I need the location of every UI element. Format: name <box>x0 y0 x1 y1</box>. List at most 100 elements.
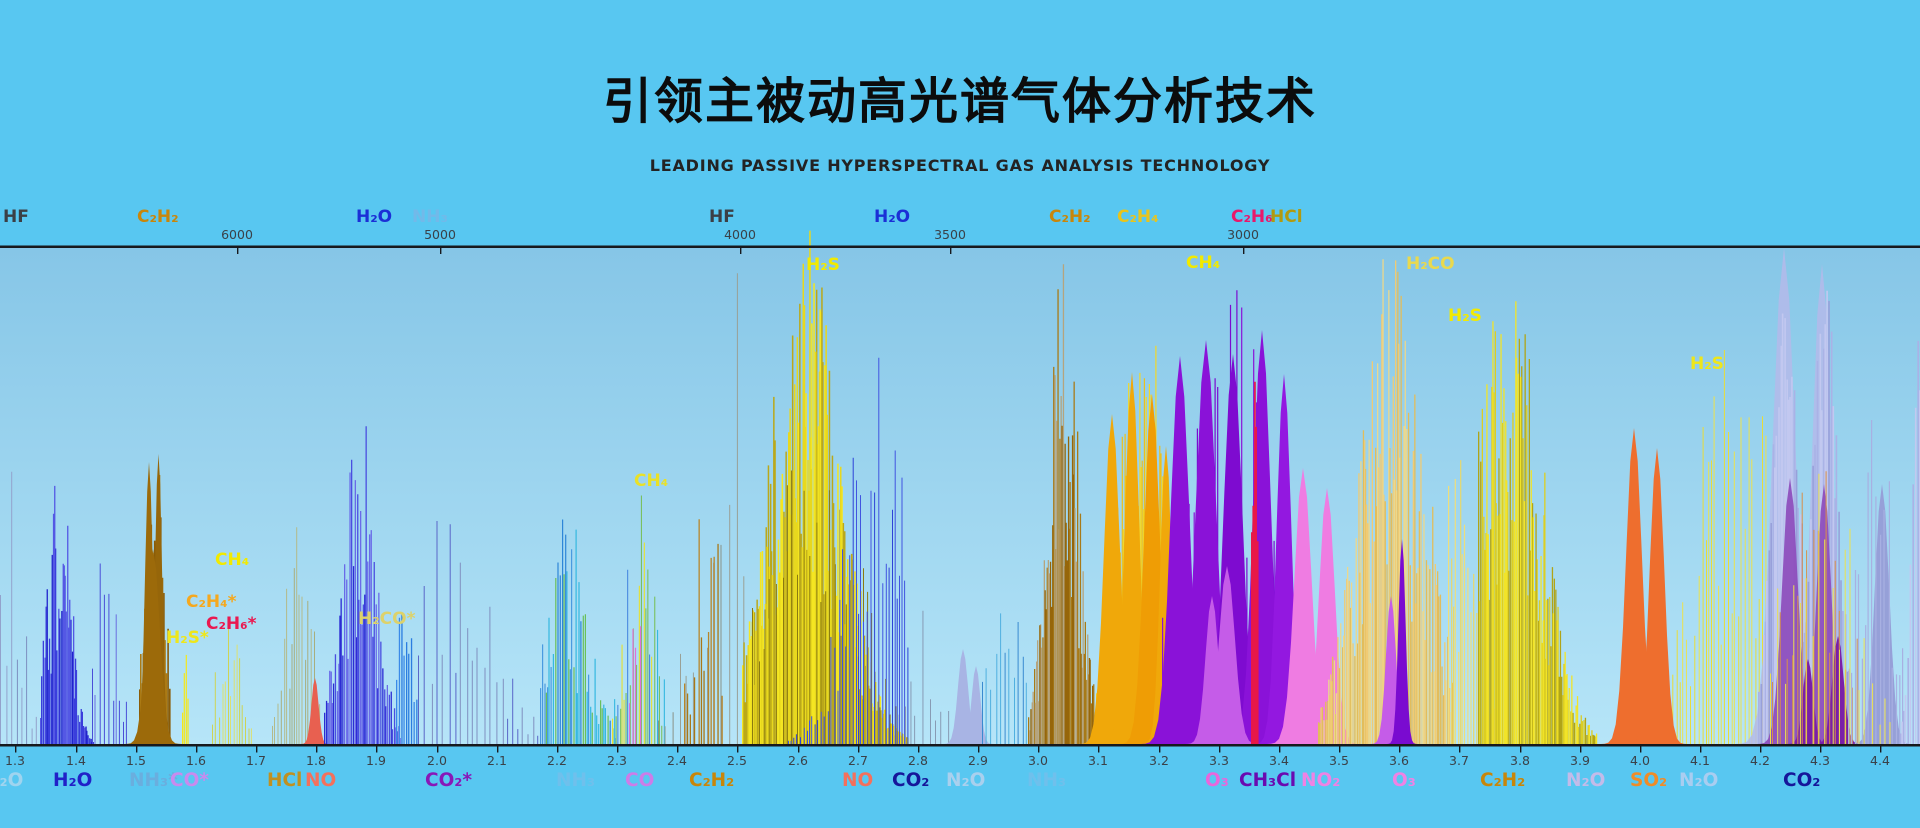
bottom-tick-label: 1.7 <box>246 753 266 768</box>
molecule-label-plot: CH₄ <box>1186 253 1220 273</box>
bottom-tick-label: 3.2 <box>1149 753 1169 768</box>
spectral-band <box>431 562 535 744</box>
molecule-label-bottom: HCl <box>267 770 302 791</box>
bottom-axis-tick <box>1279 746 1281 753</box>
spectral-band <box>1251 381 1259 744</box>
bottom-axis-tick <box>1219 746 1221 753</box>
bottom-tick-label: 1.8 <box>306 753 326 768</box>
spectral-lobe <box>1194 354 1272 744</box>
bottom-axis-tick <box>1520 746 1522 753</box>
bottom-tick-label: 2.3 <box>607 753 627 768</box>
page-subtitle: LEADING PASSIVE HYPERSPECTRAL GAS ANALYS… <box>649 156 1271 175</box>
spectral-band <box>92 563 127 744</box>
spectral-lobe <box>1226 330 1298 744</box>
spectral-lobe <box>1164 340 1248 744</box>
bottom-axis-tick <box>376 746 378 753</box>
spectral-lobe <box>1102 372 1162 744</box>
spectral-band <box>686 543 719 744</box>
molecule-label-bottom: CH₃Cl <box>1239 770 1296 791</box>
bottom-axis-tick <box>1760 746 1762 753</box>
spectral-band <box>612 542 653 744</box>
spectral-band <box>1772 471 1858 744</box>
bottom-axis-tick <box>1038 746 1040 753</box>
top-tick-label: 6000 <box>221 227 253 242</box>
bottom-axis-tick <box>497 746 499 753</box>
bottom-axis-tick <box>798 746 800 753</box>
molecule-label-bottom: NH₃ <box>556 770 595 791</box>
spectral-band <box>1901 390 1920 744</box>
bottom-tick-label: 3.9 <box>1570 753 1590 768</box>
bottom-tick-label: 3.1 <box>1088 753 1108 768</box>
top-tick-label: 4000 <box>724 227 756 242</box>
bottom-tick-label: 3.5 <box>1329 753 1349 768</box>
bottom-axis-tick <box>76 746 78 753</box>
spectral-lobe <box>1794 484 1854 744</box>
spectral-lobe <box>1294 488 1360 744</box>
molecule-label-bottom: NO <box>842 770 873 791</box>
bottom-tick-label: 3.3 <box>1209 753 1229 768</box>
plot-area <box>0 248 1920 744</box>
spectral-band <box>396 617 415 744</box>
molecule-label-bottom: CO₂ <box>1783 770 1820 791</box>
bottom-tick-label: 4.2 <box>1750 753 1770 768</box>
bottom-axis-tick <box>1339 746 1341 753</box>
spectral-band <box>41 548 94 744</box>
molecule-label-bottom: N₂O <box>946 770 985 791</box>
molecule-label-plot: CH₄ <box>634 471 668 491</box>
top-tick-label: 5000 <box>424 227 456 242</box>
bottom-tick-label: 4.1 <box>1690 753 1710 768</box>
bottom-axis-tick <box>1459 746 1461 753</box>
bottom-tick-label: 2.2 <box>547 753 567 768</box>
spectral-lobe <box>1185 596 1239 744</box>
molecule-label-bottom: N₂O <box>0 770 23 791</box>
bottom-tick-label: 4.3 <box>1810 753 1830 768</box>
spectral-band <box>1323 259 1453 744</box>
bottom-tick-label: 1.4 <box>66 753 86 768</box>
molecule-label-plot: CH₄ <box>215 550 249 570</box>
bottom-tick-label: 2.4 <box>667 753 687 768</box>
molecule-label-bottom: N₂O <box>1566 770 1605 791</box>
bottom-tick-label: 3.0 <box>1028 753 1048 768</box>
spectral-band <box>615 495 663 744</box>
page-title: 引领主被动高光谱气体分析技术 <box>602 73 1317 130</box>
spectral-lobe <box>1387 539 1417 744</box>
molecule-label-top: C₂H₄ <box>1117 207 1159 227</box>
plot-labels-layer: H₂S CH₄ H₂CO H₂S H₂S CH₄ CH₄ C₂H₄*C₂H₆*H₂S* H₂CO… <box>166 253 1724 648</box>
spectral-band <box>1478 334 1596 744</box>
spectral-lobe <box>1787 659 1829 744</box>
bottom-tick-label: 2.7 <box>848 753 868 768</box>
spectral-band <box>324 566 398 744</box>
spectral-band <box>212 624 250 744</box>
bottom-axis-tick <box>15 746 17 753</box>
molecule-label-plot: H₂S <box>806 255 840 275</box>
spectral-lobe <box>1079 414 1145 744</box>
spectral-lobe <box>1141 356 1219 744</box>
bottom-axis-tick <box>918 746 920 753</box>
bottom-tick-label: 2.1 <box>487 753 507 768</box>
spectral-band <box>793 457 909 744</box>
top-tick-label: 3500 <box>934 227 966 242</box>
top-tick-label: 3000 <box>1227 227 1259 242</box>
spectral-band <box>1848 420 1904 744</box>
bottom-axis-tick <box>1820 746 1822 753</box>
bottom-axis-tick <box>316 746 318 753</box>
axes-layer: 6000 5000 4000 3500 3000 HF C₂H₂ H₂O NH₃ HF H₂O C₂H… <box>0 207 1920 791</box>
bottom-tick-label: 1.9 <box>366 753 386 768</box>
bottom-tick-label: 1.3 <box>5 753 25 768</box>
spectral-band <box>182 654 189 744</box>
bottom-tick-label: 3.7 <box>1449 753 1469 768</box>
bottom-axis-tick <box>1159 746 1161 753</box>
spectral-lobe <box>1852 484 1912 744</box>
molecule-label-bottom: CO₂ <box>892 770 929 791</box>
bottom-tick-label: 2.5 <box>727 753 747 768</box>
bottom-axis-tick <box>1700 746 1702 753</box>
bottom-axis-tick <box>978 746 980 753</box>
spectral-lobe <box>1267 468 1339 744</box>
top-axis-line <box>0 245 1920 248</box>
bottom-axis-tick <box>737 746 739 753</box>
spectral-band <box>1451 460 1500 744</box>
spectral-band <box>1028 289 1097 744</box>
spectral-band <box>1478 331 1597 744</box>
